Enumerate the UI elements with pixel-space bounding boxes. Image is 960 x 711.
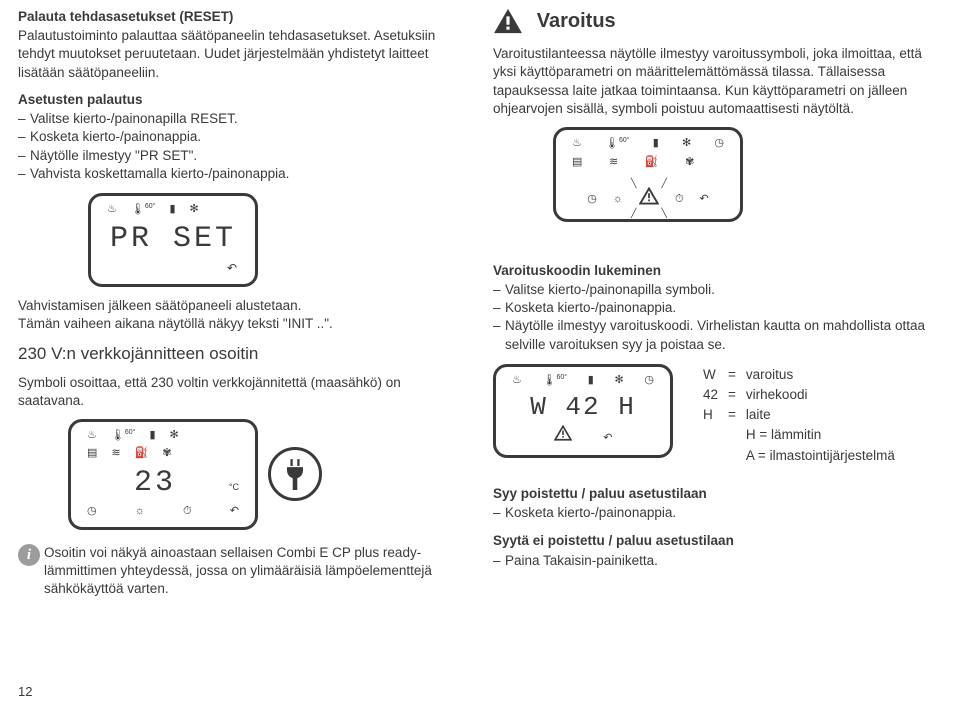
voltage-paragraph: Symboli osoittaa, että 230 voltin verkko… bbox=[18, 374, 457, 410]
clock-icon: ◷ bbox=[87, 504, 97, 519]
list-item: Kosketa kierto-/painonappia. bbox=[493, 299, 932, 317]
list-item: Paina Takaisin-painiketta. bbox=[493, 552, 932, 570]
display-text-prset: PR SET bbox=[101, 217, 245, 260]
warning-triangle-icon bbox=[493, 8, 523, 39]
heat-icon: ≋ bbox=[609, 155, 618, 170]
flame-icon: ♨ bbox=[87, 428, 97, 443]
flame-icon: ♨ bbox=[512, 373, 522, 388]
flame-icon: ♨ bbox=[572, 136, 582, 151]
removed-steps: Kosketa kierto-/painonappia. bbox=[493, 504, 932, 522]
warning-small-icon: ╲ ╱ ╱ ╲ bbox=[639, 187, 659, 210]
temp-icon: 🌡60° bbox=[111, 428, 136, 444]
restore-heading: Asetusten palautus bbox=[18, 91, 457, 109]
read-code-steps: Valitse kierto-/painonapilla symboli. Ko… bbox=[493, 281, 932, 354]
warning-small-icon bbox=[554, 429, 576, 444]
gas-icon: ⛽ bbox=[135, 446, 149, 461]
code-legend: W=varoitus 42=virhekoodi H=laite H = läm… bbox=[697, 364, 901, 467]
warning-heading: Varoitus bbox=[537, 8, 616, 34]
reset-paragraph: Palautustoiminto palauttaa säätöpaneelin… bbox=[18, 27, 457, 82]
gas-icon: ⛽ bbox=[645, 155, 659, 170]
display-text-23: 23 bbox=[81, 461, 229, 504]
list-item: Vahvista koskettamalla kierto-/painonapp… bbox=[18, 165, 457, 183]
light-icon: ☼ bbox=[135, 504, 145, 519]
list-item: Valitse kierto-/painonapilla RESET. bbox=[18, 110, 457, 128]
bottle-icon: ▮ bbox=[653, 136, 659, 151]
init-paragraph: Vahvistamisen jälkeen säätöpaneeli alust… bbox=[18, 297, 457, 333]
fan-icon: ✻ bbox=[170, 428, 179, 443]
plug-icon bbox=[268, 447, 322, 501]
left-column: Palauta tehdasasetukset (RESET) Palautus… bbox=[18, 8, 457, 598]
restore-steps: Valitse kierto-/painonapilla RESET. Kosk… bbox=[18, 110, 457, 183]
bottle-icon: ▮ bbox=[588, 373, 594, 388]
back-icon: ↶ bbox=[700, 192, 709, 207]
fan-icon: ✻ bbox=[682, 136, 691, 151]
temp-icon: 🌡60° bbox=[131, 202, 156, 218]
display-text-code: W 42 H bbox=[506, 388, 660, 425]
display-panel-prset: ♨ 🌡60° ▮ ✻ PR SET ↶ bbox=[88, 193, 258, 287]
fan-icon: ✻ bbox=[190, 202, 199, 217]
back-icon: ↶ bbox=[230, 504, 239, 519]
display-panel-code: ♨ 🌡60° ▮ ✻ ◷ W 42 H ↶ bbox=[493, 364, 673, 458]
timer-icon: ⏱ bbox=[675, 192, 684, 207]
clock2-icon: ◷ bbox=[644, 373, 654, 388]
list-item: Kosketa kierto-/painonappia. bbox=[18, 128, 457, 146]
warning-paragraph: Varoitustilanteessa näytölle ilmestyy va… bbox=[493, 45, 932, 118]
mode-icon: ▤ bbox=[87, 446, 97, 461]
back-icon: ↶ bbox=[101, 260, 245, 276]
display-panel-23: ♨ 🌡60° ▮ ✻ ▤ ≋ ⛽ ✾ 23 °C ◷ ☼ bbox=[68, 419, 258, 530]
bottle-icon: ▮ bbox=[169, 202, 175, 217]
list-item: Näytölle ilmestyy varoituskoodi. Virheli… bbox=[493, 317, 932, 353]
page-number: 12 bbox=[18, 683, 32, 701]
back-icon: ↶ bbox=[603, 432, 612, 444]
not-removed-steps: Paina Takaisin-painiketta. bbox=[493, 552, 932, 570]
list-item: Kosketa kierto-/painonappia. bbox=[493, 504, 932, 522]
celsius-icon: °C bbox=[229, 481, 245, 493]
temp-icon: 🌡60° bbox=[543, 373, 568, 389]
blank-icon bbox=[721, 155, 724, 170]
timer-icon: ⏱ bbox=[183, 504, 192, 519]
display-panel-warning: ♨ 🌡60° ▮ ✻ ◷ ▤ ≋ ⛽ ✾ ◷ ☼ bbox=[553, 127, 743, 222]
clock-icon: ◷ bbox=[587, 192, 597, 207]
voltage-heading: 230 V:n verkkojännitteen osoitin bbox=[18, 343, 457, 366]
bottle-icon: ▮ bbox=[149, 428, 155, 443]
info-paragraph: Osoitin voi näkyä ainoastaan sellaisen C… bbox=[44, 544, 457, 599]
fan2-icon: ✾ bbox=[685, 155, 694, 170]
temp-icon: 🌡60° bbox=[605, 136, 630, 152]
fan2-icon: ✾ bbox=[162, 446, 171, 461]
list-item: Näytölle ilmestyy "PR SET". bbox=[18, 147, 457, 165]
fan-icon: ✻ bbox=[614, 373, 623, 388]
mode-icon: ▤ bbox=[572, 155, 582, 170]
flame-icon: ♨ bbox=[107, 202, 117, 217]
right-column: Varoitus Varoitustilanteessa näytölle il… bbox=[493, 8, 932, 598]
reset-heading: Palauta tehdasasetukset (RESET) bbox=[18, 8, 457, 26]
clock2-icon: ◷ bbox=[714, 136, 724, 151]
list-item: Valitse kierto-/painonapilla symboli. bbox=[493, 281, 932, 299]
heat-icon: ≋ bbox=[111, 446, 120, 461]
removed-heading: Syy poistettu / paluu asetustilaan bbox=[493, 485, 932, 503]
not-removed-heading: Syytä ei poistettu / paluu asetustilaan bbox=[493, 532, 932, 550]
light-icon: ☼ bbox=[613, 192, 623, 207]
read-code-heading: Varoituskoodin lukeminen bbox=[493, 262, 932, 280]
info-icon: i bbox=[18, 544, 40, 566]
